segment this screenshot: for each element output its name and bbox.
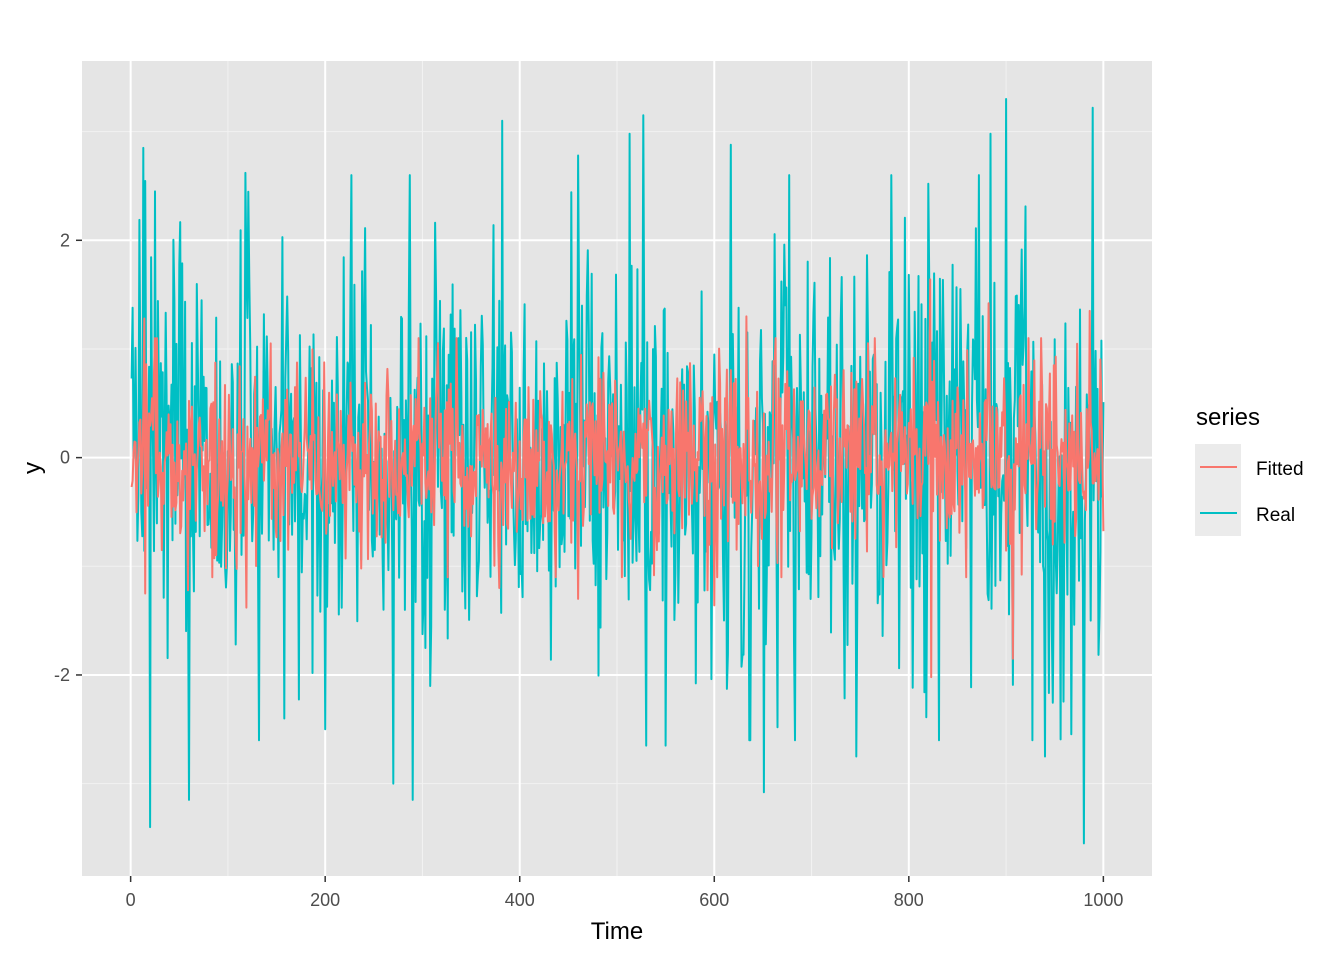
- series-real: [130, 98, 1105, 845]
- x-tick-label: 0: [126, 890, 136, 910]
- series-line-fitted: [130, 278, 1105, 679]
- legend-key-background: [1195, 444, 1241, 536]
- x-axis: 0 200 400 600 800 1000: [126, 876, 1123, 910]
- y-axis-title: y: [19, 462, 46, 474]
- legend-title: series: [1196, 404, 1260, 431]
- y-tick-label: -2: [54, 665, 70, 685]
- x-tick-label: 600: [699, 890, 729, 910]
- x-tick-label: 400: [505, 890, 535, 910]
- x-tick-label: 1000: [1083, 890, 1123, 910]
- legend-label-fitted: Fitted: [1256, 459, 1304, 480]
- x-tick-label: 800: [894, 890, 924, 910]
- x-axis-title: Time: [591, 918, 643, 945]
- y-tick-label: 2: [60, 230, 70, 250]
- legend-label-real: Real: [1256, 505, 1295, 526]
- series-line-real: [130, 98, 1105, 845]
- legend: series Fitted Real: [1195, 404, 1304, 536]
- x-tick-label: 200: [310, 890, 340, 910]
- series-fitted: [130, 278, 1105, 679]
- y-axis: -2 0 2: [54, 230, 82, 685]
- y-tick-label: 0: [60, 448, 70, 468]
